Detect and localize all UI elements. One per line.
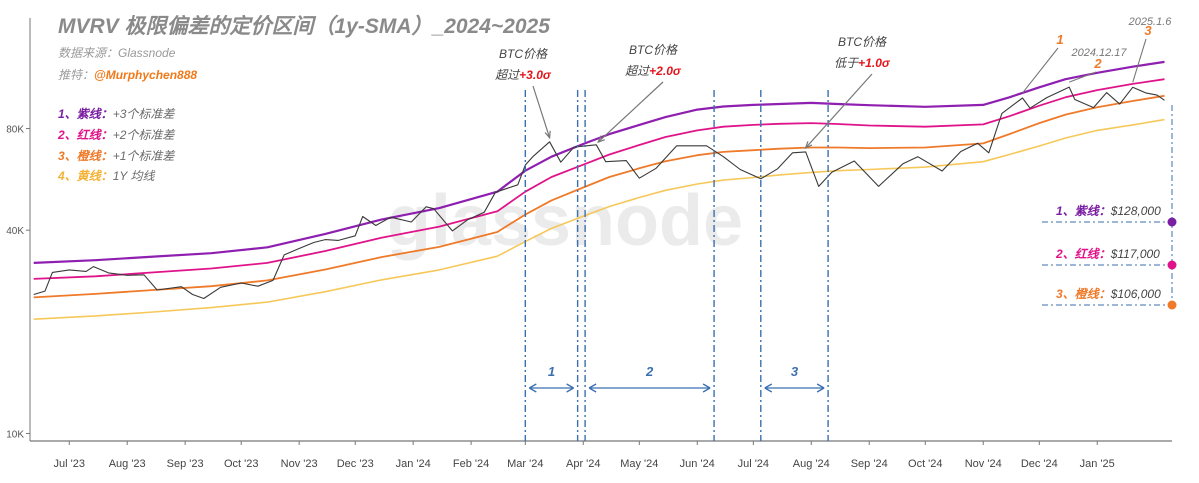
x-tick-label: Oct '23 [224, 458, 259, 470]
x-tick-label: Dec '24 [1021, 458, 1058, 470]
annotation-line2: 低于+1.0σ [834, 56, 891, 70]
target-label-value: $117,000 [1110, 247, 1160, 261]
x-tick-label: Mar '24 [507, 458, 543, 470]
annotation-line1: BTC价格 [838, 35, 887, 49]
arrow-head-right [566, 383, 574, 393]
event-label: 3 [1144, 23, 1152, 38]
x-tick-label: Aug '23 [109, 458, 146, 470]
period-label: 3 [791, 364, 799, 379]
annotation-line1: BTC价格 [499, 47, 548, 61]
target-dot [1167, 300, 1177, 310]
legend-desc: +1个标准差 [112, 149, 175, 163]
series-line [33, 94, 1165, 299]
annotation-arrow-head [544, 130, 551, 140]
x-tick-label: Feb '24 [453, 458, 489, 470]
x-tick-label: Jan '24 [396, 458, 431, 470]
x-tick-label: Jul '24 [738, 458, 769, 470]
series-line [33, 118, 1165, 320]
y-tick-label: 80K [6, 125, 24, 136]
period-label: 1 [548, 364, 555, 379]
annotation-arrow-head [804, 141, 813, 150]
annotation-arrow [597, 81, 664, 143]
annotation-line1: BTC价格 [629, 43, 678, 57]
x-tick-label: Sep '23 [167, 458, 204, 470]
chart-title: MVRV 极限偏差的定价区间（1y-SMA）_2024~2025 [58, 15, 550, 38]
event-label: 2 [1093, 56, 1102, 71]
x-tick-label: Dec '23 [337, 458, 374, 470]
period-label: 2 [645, 364, 654, 379]
annotation-sigma: +1.0σ [858, 56, 891, 70]
series-line [33, 60, 1165, 264]
x-tick-label: Nov '23 [281, 458, 318, 470]
event-label: 1 [1056, 32, 1063, 47]
target-dot [1167, 260, 1177, 270]
x-tick-label: Oct '24 [908, 458, 943, 470]
event-arrow [1069, 71, 1097, 83]
legend-item-yellow: 4、黄线：1Y 均线 [58, 167, 154, 184]
annotation-sigma: +2.0σ [649, 64, 682, 78]
y-tick-label: 40K [6, 226, 24, 237]
event-date-label: 2025.1.6 [1128, 16, 1173, 28]
author-label: 推特： [58, 68, 95, 82]
annotation-prefix: 低于 [834, 56, 859, 70]
watermark: glassnode [387, 181, 743, 261]
y-tick-label: 10K [6, 429, 24, 440]
target-label: 1、紫线：$128,000 [1056, 204, 1161, 218]
target-label-key: 3、橙线： [1056, 287, 1111, 301]
x-tick-label: Jan '25 [1080, 458, 1115, 470]
x-tick-label: Jul '23 [54, 458, 85, 470]
arrow-head-left [588, 383, 597, 393]
legend-desc: +3个标准差 [112, 107, 175, 121]
author-handle: @Murphychen888 [94, 68, 198, 82]
target-label-value: $106,000 [1110, 287, 1161, 301]
x-tick-label: Aug '24 [793, 458, 830, 470]
arrow-head-left [528, 383, 537, 393]
legend-key: 2、红线： [58, 128, 113, 142]
legend-key: 3、橙线： [58, 149, 113, 163]
arrow-head-right [702, 383, 711, 393]
legend-item-purple: 1、紫线：+3个标准差 [58, 105, 174, 122]
arrow-head-right [816, 383, 825, 393]
arrow-head-left [764, 383, 773, 393]
event-arrow [1132, 38, 1147, 83]
legend-key: 4、黄线： [58, 169, 113, 183]
legend-item-orange: 3、橙线：+1个标准差 [58, 147, 174, 164]
target-label-value: $128,000 [1110, 204, 1161, 218]
annotation-arrow-head [597, 135, 605, 144]
x-tick-label: Jun '24 [680, 458, 715, 470]
target-label: 2、红线：$117,000 [1055, 247, 1160, 261]
target-label-key: 2、红线： [1055, 247, 1111, 261]
target-dot [1167, 217, 1177, 227]
legend-desc: 1Y 均线 [112, 169, 155, 183]
author-line: 推特：@Murphychen888 [58, 66, 197, 83]
x-tick-label: Sep '24 [851, 458, 888, 470]
target-label-key: 1、紫线： [1056, 204, 1111, 218]
annotation-sigma: +3.0σ [519, 68, 552, 82]
legend-key: 1、紫线： [58, 107, 113, 121]
event-arrow [1022, 47, 1059, 94]
annotation-arrow [532, 85, 551, 138]
legend-item-red: 2、红线：+2个标准差 [58, 126, 174, 143]
annotation-line2: 超过+2.0σ [625, 64, 682, 78]
annotation-line2: 超过+3.0σ [495, 68, 552, 82]
x-tick-label: May '24 [620, 458, 658, 470]
legend-desc: +2个标准差 [112, 128, 175, 142]
annotation-prefix: 超过 [495, 68, 521, 82]
series-line [33, 86, 1165, 300]
event-date-label: 2024.12.17 [1070, 47, 1127, 59]
annotation-arrow [805, 73, 873, 149]
series-line [33, 78, 1165, 280]
source-label: 数据来源：Glassnode [58, 46, 176, 60]
x-tick-label: Nov '24 [965, 458, 1002, 470]
annotation-prefix: 超过 [625, 64, 651, 78]
target-label: 3、橙线：$106,000 [1056, 287, 1161, 301]
x-tick-label: Apr '24 [566, 458, 601, 470]
